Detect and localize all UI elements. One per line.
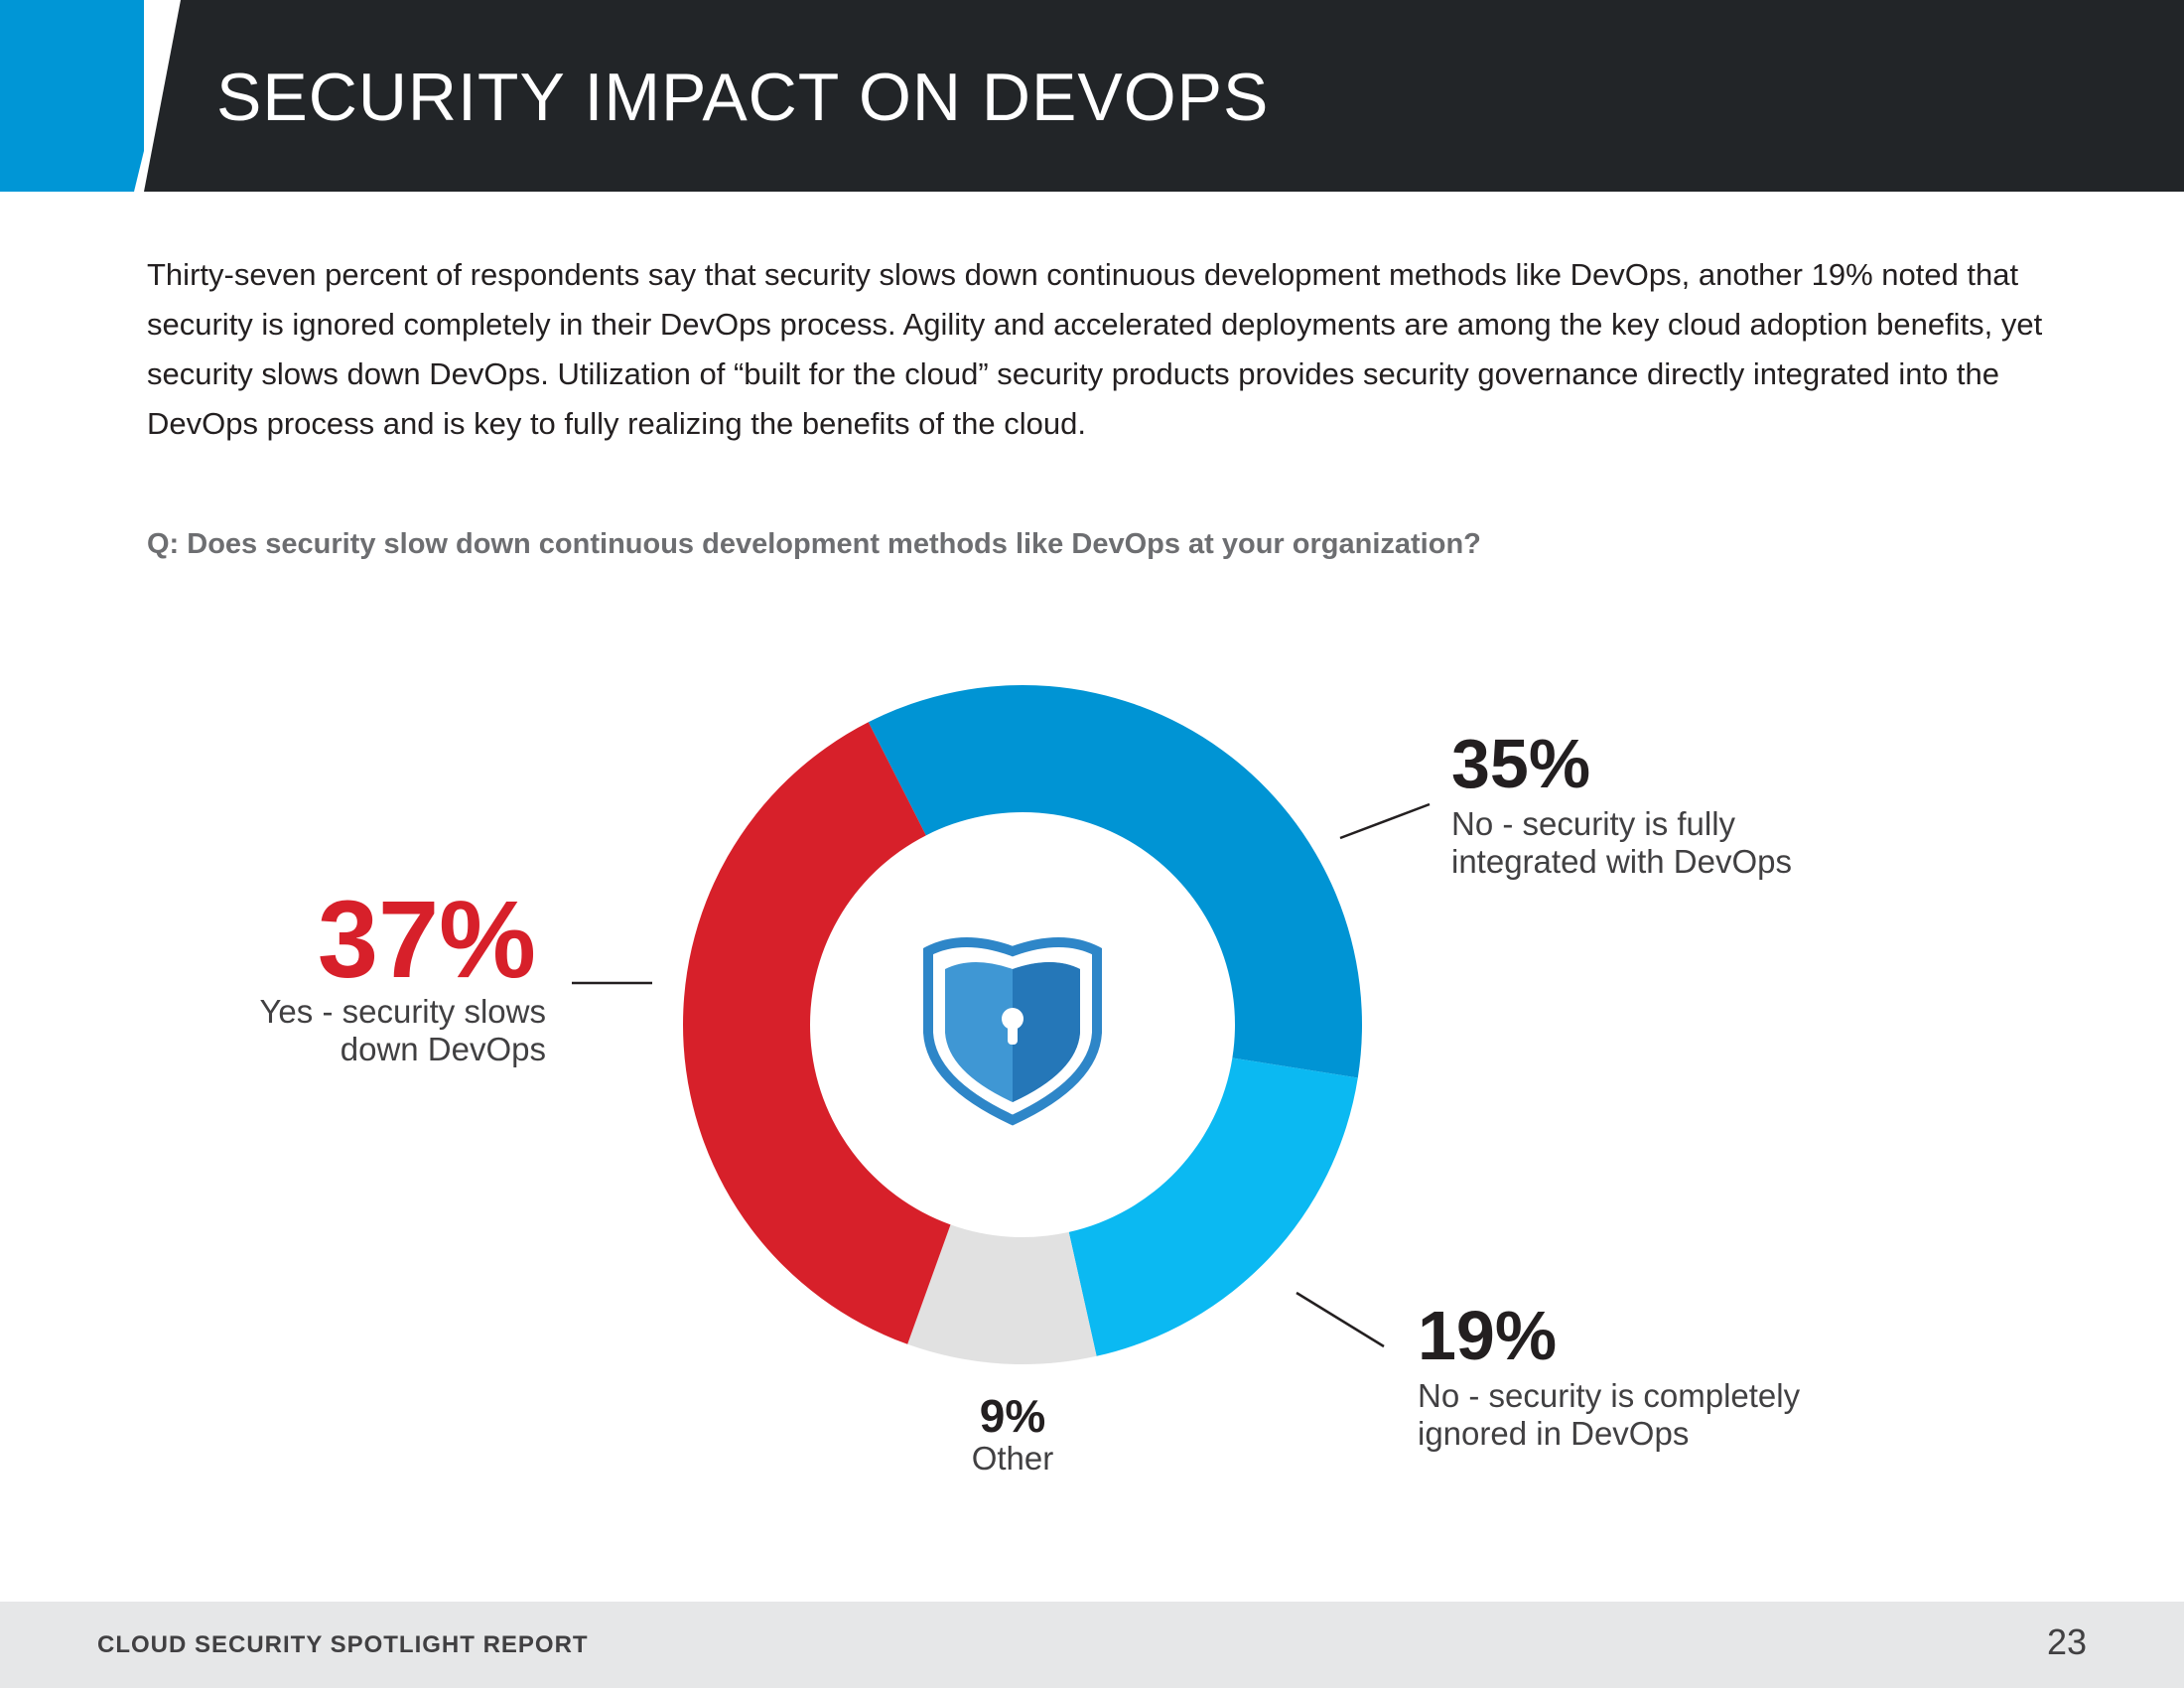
footer-report-name: CLOUD SECURITY SPOTLIGHT REPORT	[97, 1631, 589, 1658]
donut-slice-no_ignored	[1068, 1057, 1358, 1356]
slice-value-no-ignored: 19%	[1418, 1297, 1558, 1374]
header-accent-shape	[0, 0, 181, 192]
slice-label-yes: Yes - security slows down DevOps	[199, 993, 546, 1068]
donut-slice-no_integrated	[868, 685, 1363, 1078]
slice-label-no-integrated-line2: integrated with DevOps	[1451, 843, 1793, 880]
donut-slice-other	[907, 1224, 1097, 1364]
slice-label-no-ignored: No - security is completely ignored in D…	[1418, 1377, 1974, 1453]
shield-lock-icon	[923, 937, 1102, 1126]
donut-slice-yes	[682, 722, 951, 1344]
slice-label-other: Other	[971, 1440, 1054, 1477]
slice-label-yes-line2: down DevOps	[340, 1031, 546, 1067]
slice-label-no-integrated-line1: No - security is fully	[1451, 805, 1736, 842]
slice-value-yes: 37%	[317, 879, 536, 1001]
intro-paragraph: Thirty-seven percent of respondents say …	[147, 257, 2043, 441]
slice-label-no-integrated: No - security is fully integrated with D…	[1451, 805, 1968, 881]
leader-line-no-ignored	[1296, 1291, 1385, 1348]
header-accent-stripe	[0, 0, 181, 192]
page-title: SECURITY IMPACT ON DEVOPS	[216, 60, 1270, 135]
slice-value-no-integrated: 35%	[1451, 725, 1591, 802]
slice-label-yes-line1: Yes - security slows	[259, 993, 546, 1030]
leader-line-no-integrated	[1339, 802, 1431, 840]
slice-value-other: 9%	[979, 1390, 1046, 1442]
footer-bar: CLOUD SECURITY SPOTLIGHT REPORT 23	[0, 1602, 2184, 1688]
slice-label-no-ignored-line2: ignored in DevOps	[1418, 1415, 1690, 1452]
survey-question: Q: Does security slow down continuous de…	[147, 528, 1481, 560]
header-slant	[144, 0, 181, 192]
page-number: 23	[2046, 1621, 2087, 1662]
header-bar	[144, 0, 2184, 192]
slice-label-no-ignored-line1: No - security is completely	[1418, 1377, 1801, 1414]
